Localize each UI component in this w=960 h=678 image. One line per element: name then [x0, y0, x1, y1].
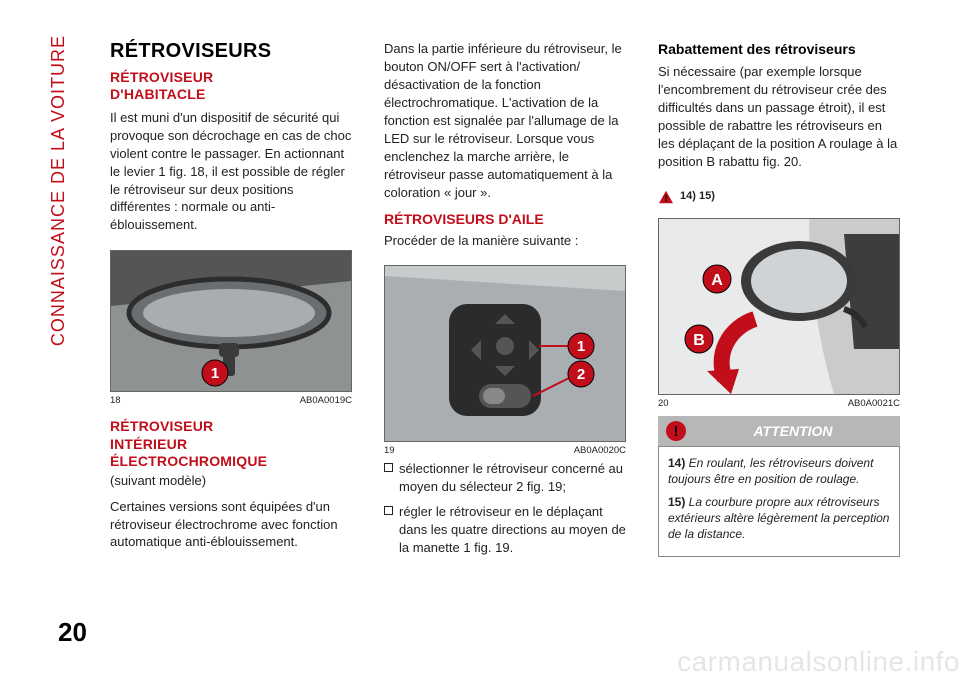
figure-18: 1 18 AB0A0019C — [110, 250, 352, 407]
content-columns: RÉTROVISEURS RÉTROVISEUR D'HABITACLE Il … — [110, 40, 900, 600]
figure-20-code: AB0A0021C — [848, 397, 900, 410]
figure-20: A B 20 AB0A0021C — [658, 218, 900, 410]
figure-19-number: 19 — [384, 444, 395, 457]
warning-15-num: 15) — [668, 495, 685, 509]
warning-triangle-icon: ! — [658, 190, 674, 204]
watermark: carmanualsonline.info — [677, 646, 960, 678]
subhead-electro-1: RÉTROVISEUR — [110, 419, 352, 434]
figure-20-svg: A B — [658, 218, 900, 395]
figure-18-caption: 18 AB0A0019C — [110, 394, 352, 407]
fig19-marker-1: 1 — [577, 338, 585, 355]
column-2: Dans la partie inférieure du rétroviseur… — [384, 40, 626, 600]
fig18-marker-1: 1 — [211, 365, 219, 382]
warning-ref-row: ! 14) 15) — [658, 189, 900, 204]
section-side-tab: CONNAISSANCE DE LA VOITURE — [48, 35, 69, 346]
svg-text:!: ! — [664, 193, 667, 203]
subhead-retroviseurs-aile: RÉTROVISEURS D'AILE — [384, 211, 626, 227]
column-1: RÉTROVISEURS RÉTROVISEUR D'HABITACLE Il … — [110, 40, 352, 600]
bullet-select-mirror: sélectionner le rétroviseur concerné au … — [384, 460, 626, 496]
attention-bar: ! ATTENTION — [658, 416, 900, 446]
para-rabattement: Si nécessaire (par exemple lorsque l'enc… — [658, 63, 900, 171]
warning-box: 14) En roulant, les rétroviseurs doivent… — [658, 446, 900, 557]
figure-19-svg: 1 2 — [384, 265, 626, 442]
figure-20-number: 20 — [658, 397, 669, 410]
figure-19: 1 2 19 AB0A0020C — [384, 265, 626, 457]
figure-19-code: AB0A0020C — [574, 444, 626, 457]
para-proceder: Procéder de la manière suivante : — [384, 232, 626, 250]
warning-14-text: En roulant, les rétroviseurs doivent tou… — [668, 456, 873, 486]
subhead-retroviseur-habitacle-1: RÉTROVISEUR — [110, 70, 352, 85]
fig20-marker-a: A — [711, 272, 723, 289]
figure-18-code: AB0A0019C — [300, 394, 352, 407]
warning-14-num: 14) — [668, 456, 685, 470]
bullet-square-icon — [384, 506, 393, 515]
fig19-marker-2: 2 — [577, 366, 585, 383]
attention-label: ATTENTION — [694, 422, 892, 441]
heading-rabattement: Rabattement des rétroviseurs — [658, 40, 900, 59]
bullet-adjust-mirror: régler le rétroviseur en le déplaçant da… — [384, 503, 626, 557]
warning-14: 14) En roulant, les rétroviseurs doivent… — [668, 455, 890, 487]
manual-page: CONNAISSANCE DE LA VOITURE 20 RÉTROVISEU… — [0, 0, 960, 678]
warning-15: 15) La courbure propre aux rétroviseurs … — [668, 494, 890, 543]
bullet-select-mirror-text: sélectionner le rétroviseur concerné au … — [399, 460, 626, 496]
figure-18-number: 18 — [110, 394, 121, 407]
suivant-modele: (suivant modèle) — [110, 472, 352, 490]
page-number: 20 — [58, 617, 87, 648]
subhead-retroviseur-habitacle-2: D'HABITACLE — [110, 87, 352, 102]
subhead-electro-3: ÉLECTROCHROMIQUE — [110, 454, 352, 469]
page-title: RÉTROVISEURS — [110, 40, 352, 62]
warning-15-text: La courbure propre aux rétroviseurs exté… — [668, 495, 889, 541]
figure-18-svg: 1 — [110, 250, 352, 392]
subhead-electro-2: INTÉRIEUR — [110, 437, 352, 452]
exclamation-circle-icon: ! — [666, 421, 686, 441]
warning-ref-numbers: 14) 15) — [680, 189, 715, 204]
para-onoff: Dans la partie inférieure du rétroviseur… — [384, 40, 626, 201]
column-3: Rabattement des rétroviseurs Si nécessai… — [658, 40, 900, 600]
para-electro: Certaines versions sont équipées d'un ré… — [110, 498, 352, 552]
figure-19-caption: 19 AB0A0020C — [384, 444, 626, 457]
figure-20-caption: 20 AB0A0021C — [658, 397, 900, 410]
bullet-square-icon — [384, 463, 393, 472]
bullet-adjust-mirror-text: régler le rétroviseur en le déplaçant da… — [399, 503, 626, 557]
fig20-marker-b: B — [693, 332, 705, 349]
para-habitacle: Il est muni d'un dispositif de sécurité … — [110, 109, 352, 235]
